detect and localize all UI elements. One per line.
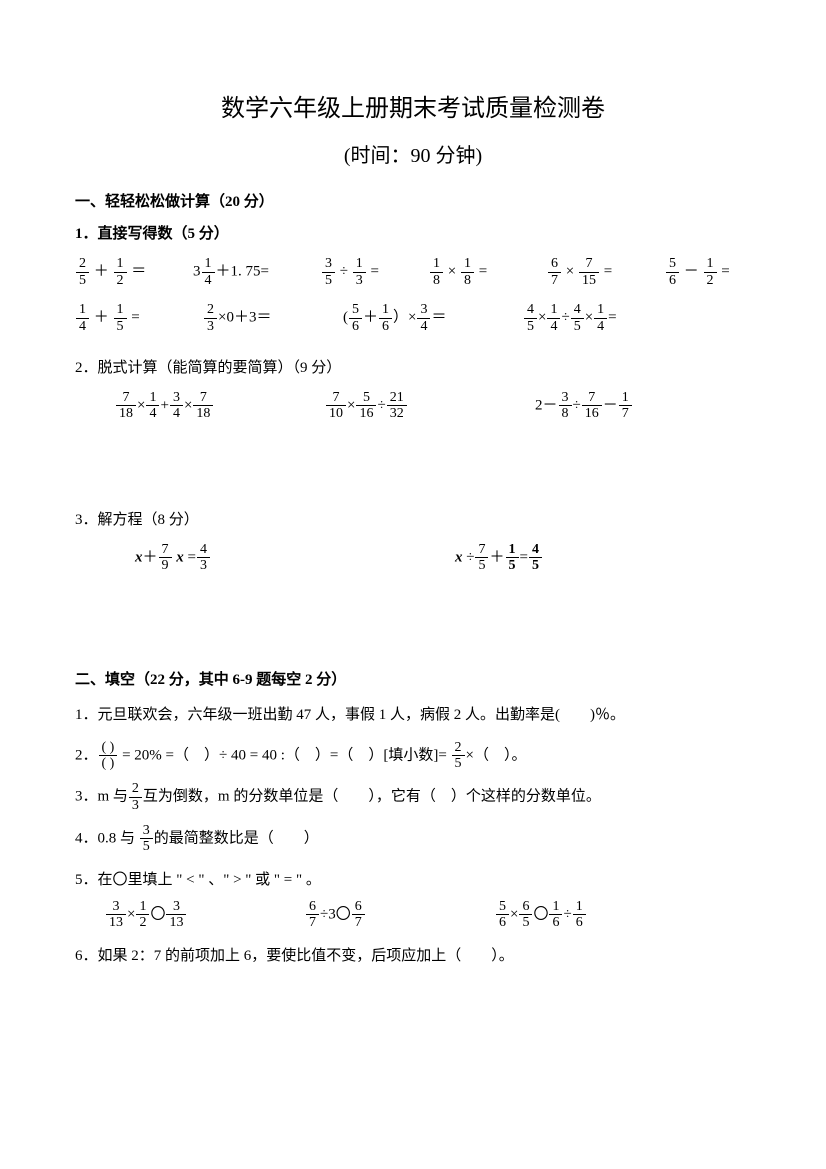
calc-1f: 56 － 12 = xyxy=(665,256,730,288)
calc-1e: 67 × 715 = xyxy=(547,256,665,288)
q3-header: 3．解方程（8 分） xyxy=(75,508,751,532)
s2-q2: 2．( )( ) = 20% =（ ）÷ 40 = 40 :（ ）=（ ）[填小… xyxy=(75,740,751,772)
calc-2d: 45×14÷45×14= xyxy=(523,302,617,334)
calc-2b: 23×0＋3＝ xyxy=(203,302,343,334)
q2-header: 2．脱式计算（能简算的要简算）（9 分） xyxy=(75,356,751,380)
section2-header: 二、填空（22 分，其中 6-9 题每空 2 分） xyxy=(75,668,751,692)
q2a: 718×14+34×718 xyxy=(115,390,325,422)
q1-header: 1．直接写得数（5 分） xyxy=(75,222,751,246)
calc-row-2: 14 ＋ 15 = 23×0＋3＝ (56＋16）×34＝ 45×14÷45×1… xyxy=(75,302,751,334)
s2-q1: 1．元旦联欢会，六年级一班出勤 47 人，事假 1 人，病假 2 人。出勤率是(… xyxy=(75,700,751,730)
calc-1b: 314＋1. 75= xyxy=(193,256,321,288)
s2-q4: 4．0.8 与 35的最简整数比是（ ） xyxy=(75,823,751,855)
q2-expressions: 718×14+34×718 710×516÷2132 2－38÷716－17 xyxy=(75,390,751,422)
s2-q6: 6．如果 2：7 的前项加上 6，要使比值不变，后项应加上（ ）。 xyxy=(75,941,751,971)
s2-q5: 5．在〇里填上 " < " 、" > " 或 " = " 。 313×12〇31… xyxy=(75,865,751,931)
q3-equations: x＋79 x =43 x ÷75＋15=45 xyxy=(75,542,751,574)
exam-subtitle: (时间：90 分钟) xyxy=(75,140,751,172)
calc-1a: 25 ＋ 12 ＝ xyxy=(75,256,193,288)
calc-1c: 35 ÷ 13 = xyxy=(321,256,429,288)
section1-header: 一、轻轻松松做计算（20 分） xyxy=(75,190,751,214)
s2-q3: 3．m 与23互为倒数，m 的分数单位是（ ），它有（ ）个这样的分数单位。 xyxy=(75,781,751,813)
s2-q5b: 67÷3〇67 xyxy=(305,899,495,931)
q2b: 710×516÷2132 xyxy=(325,390,535,422)
q3a: x＋79 x =43 xyxy=(135,542,455,574)
calc-2a: 14 ＋ 15 = xyxy=(75,302,203,334)
s2-q5-header: 5．在〇里填上 " < " 、" > " 或 " = " 。 xyxy=(75,865,751,895)
calc-1d: 18 × 18 = xyxy=(429,256,547,288)
s2-q5a: 313×12〇313 xyxy=(105,899,305,931)
exam-title: 数学六年级上册期末考试质量检测卷 xyxy=(75,90,751,128)
q3b: x ÷75＋15=45 xyxy=(455,542,543,574)
calc-2c: (56＋16）×34＝ xyxy=(343,302,523,334)
q2c: 2－38÷716－17 xyxy=(535,390,633,422)
s2-q5c: 56×65〇16÷16 xyxy=(495,899,587,931)
calc-row-1: 25 ＋ 12 ＝ 314＋1. 75= 35 ÷ 13 = 18 × 18 =… xyxy=(75,256,751,288)
